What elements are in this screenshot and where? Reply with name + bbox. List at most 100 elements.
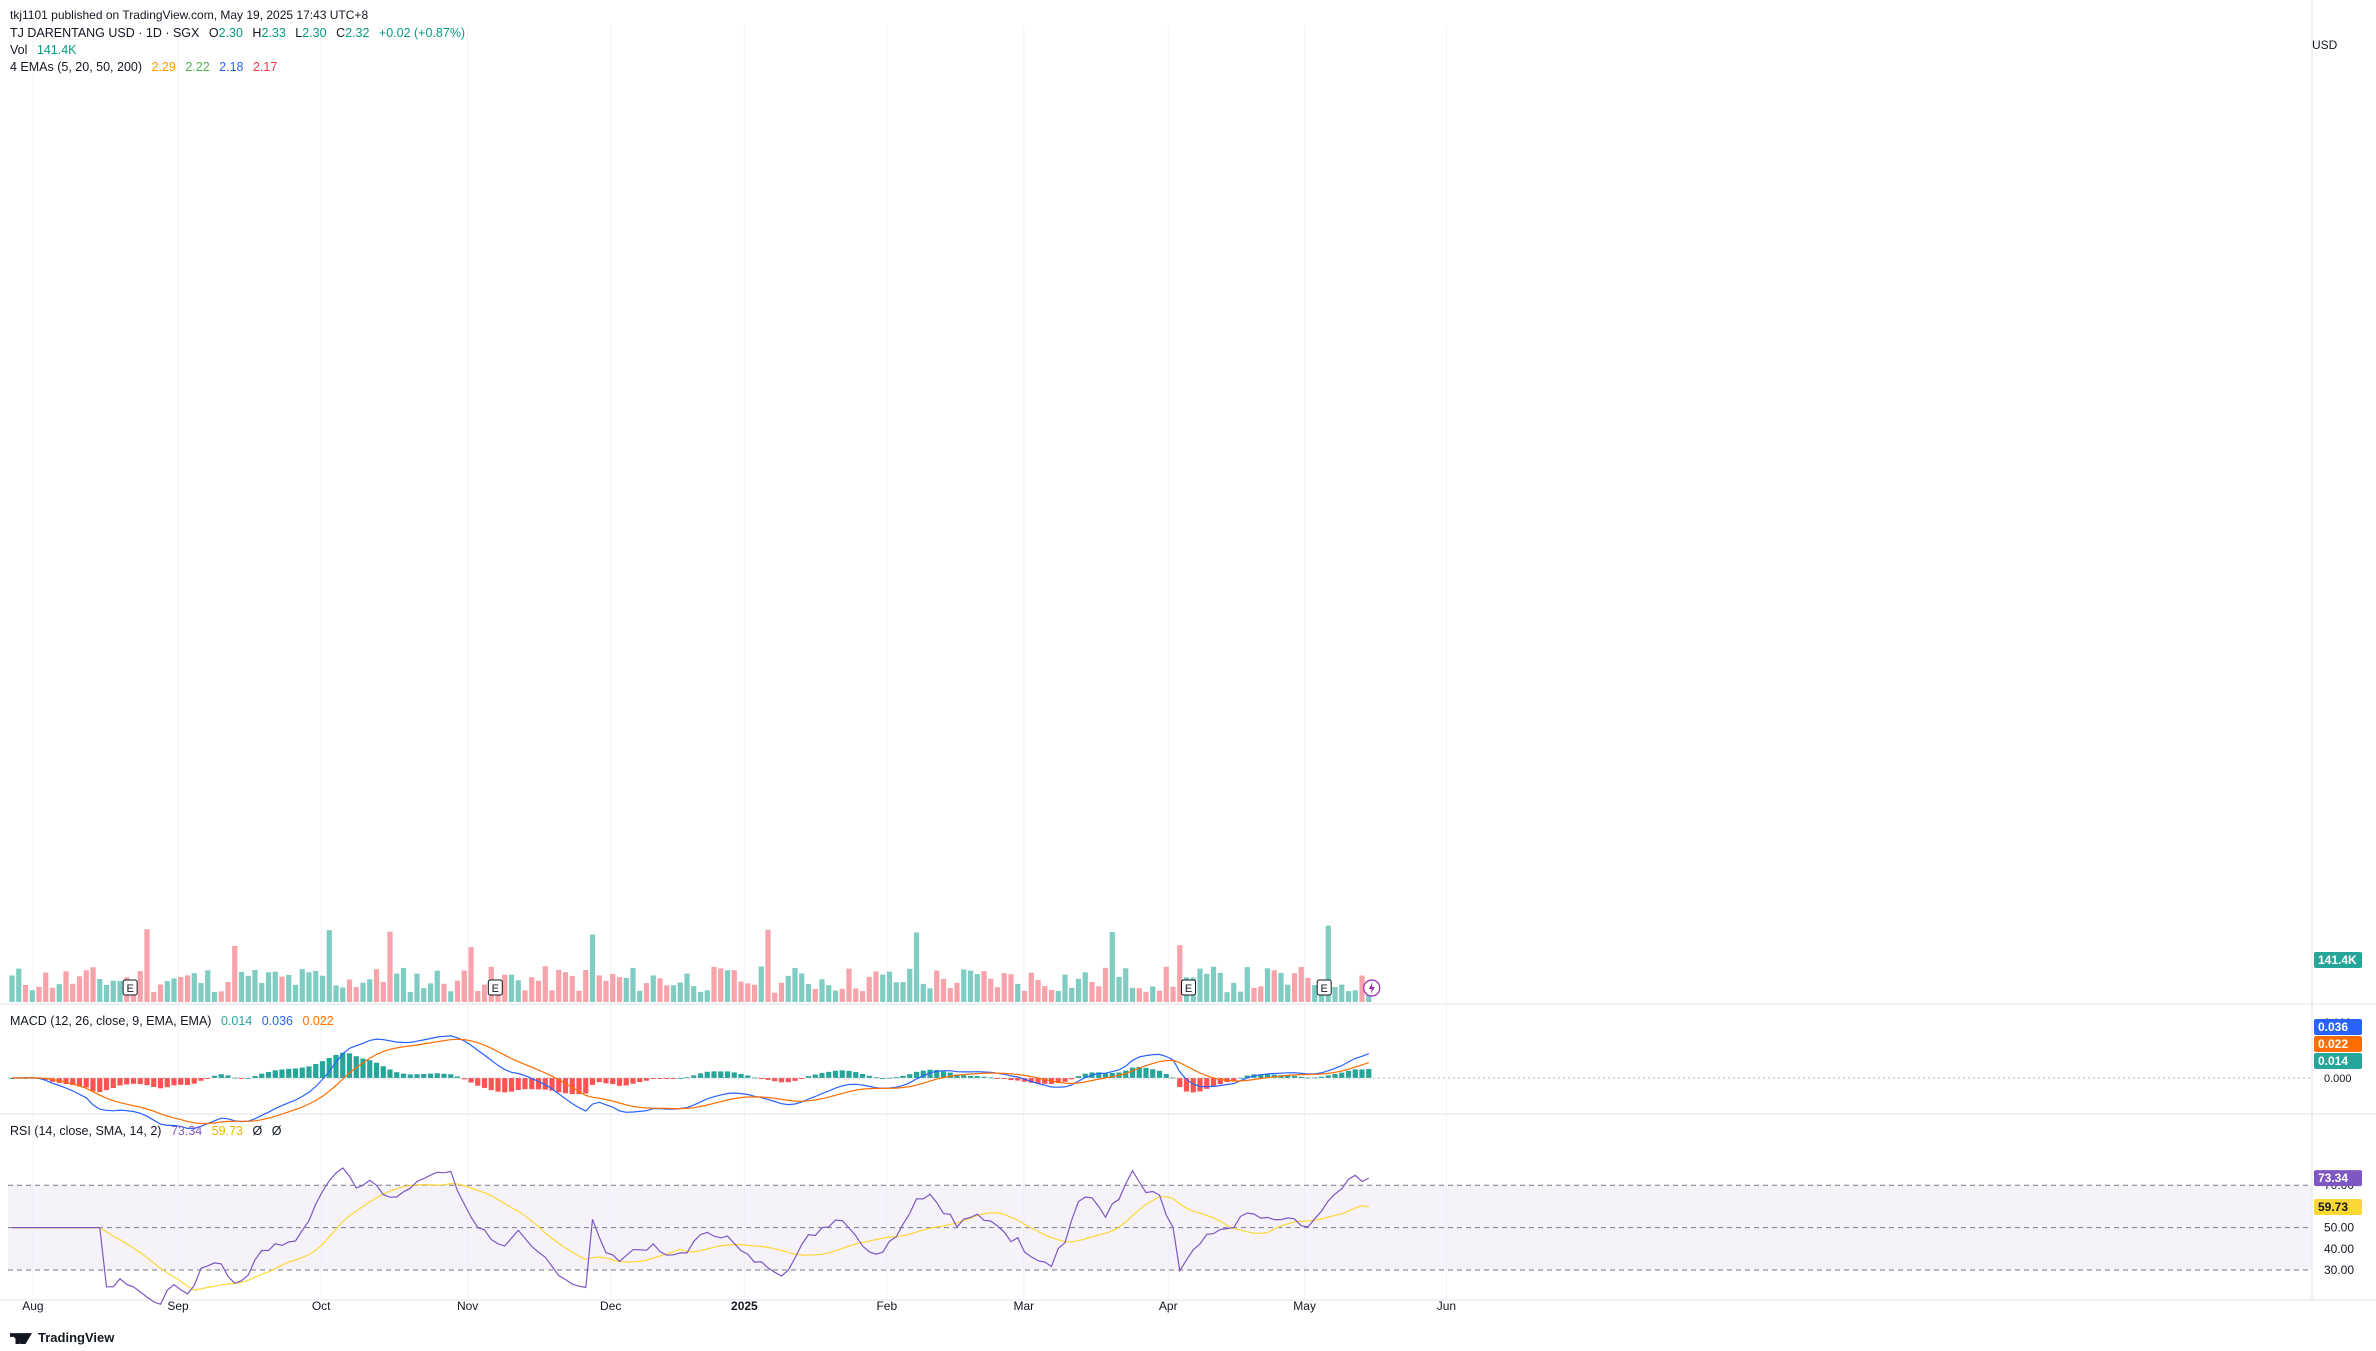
- rsi-tag-bg: [2314, 1170, 2362, 1187]
- ohlc-open: O2.30: [208, 26, 243, 40]
- macd-histogram-bar: [211, 1075, 218, 1078]
- volume-bar: [117, 980, 123, 1002]
- volume-bar: [468, 947, 474, 1002]
- volume-bar: [691, 986, 697, 1002]
- symbol-legend[interactable]: TJ DARENTANG USD · 1D · SGX O2.30 H2.33 …: [10, 26, 471, 40]
- macd-histogram-bar: [616, 1078, 623, 1086]
- ohlc-close: C2.32: [336, 26, 370, 40]
- volume-bar: [481, 984, 488, 1002]
- volume-bar: [900, 982, 906, 1002]
- macd-histogram-bar: [549, 1078, 555, 1091]
- volume-bar: [650, 975, 656, 1002]
- volume-bar: [1177, 945, 1183, 1002]
- volume-bar: [589, 934, 596, 1002]
- price-change: +0.02 (+0.87%): [378, 26, 466, 40]
- macd-histogram-bar: [373, 1062, 380, 1078]
- time-tick-label: Aug: [22, 1299, 43, 1313]
- macd-histogram-bar: [1339, 1072, 1345, 1078]
- volume-bar: [583, 970, 589, 1002]
- volume-bar: [97, 978, 103, 1002]
- volume-bar: [475, 990, 481, 1002]
- macd-histogram-bar: [1028, 1078, 1034, 1083]
- macd-histogram-bar: [394, 1072, 400, 1078]
- macd-histogram-bar: [1035, 1078, 1041, 1084]
- macd-histogram-bar: [988, 1077, 994, 1079]
- volume-bar: [427, 983, 434, 1002]
- macd-histogram-bar: [765, 1078, 771, 1080]
- volume-bar: [1332, 986, 1338, 1002]
- earnings-marker-label: E: [1185, 983, 1192, 995]
- volume-bar: [623, 977, 629, 1002]
- macd-histogram-bar: [380, 1066, 386, 1078]
- volume-bar: [400, 967, 407, 1002]
- volume-bar: [630, 967, 636, 1002]
- volume-bar: [873, 971, 879, 1002]
- ema-legend[interactable]: 4 EMAs (5, 20, 50, 200) 2.29 2.22 2.18 2…: [10, 60, 278, 74]
- rsi-tag: 73.34: [2318, 1171, 2348, 1185]
- macd-histogram-bar: [1258, 1074, 1264, 1078]
- macd-histogram-bar: [819, 1072, 825, 1078]
- macd-histogram-bar: [1177, 1078, 1183, 1088]
- volume-bar: [853, 988, 859, 1002]
- volume-bar: [333, 985, 339, 1002]
- volume-bar: [1271, 970, 1277, 1002]
- macd-histogram-bar: [785, 1078, 791, 1083]
- volume-bar: [637, 990, 643, 1002]
- lightning-icon-bolt: [1368, 982, 1375, 994]
- macd-histogram-bar: [1332, 1073, 1338, 1078]
- macd-histogram-bar: [522, 1078, 528, 1090]
- volume-bar: [610, 973, 616, 1002]
- volume-bar: [1143, 991, 1149, 1002]
- macd-tag-bg: [2314, 1053, 2362, 1069]
- volume-bar: [178, 976, 184, 1002]
- rsi-legend[interactable]: RSI (14, close, SMA, 14, 2) 73.34 59.73 …: [10, 1124, 282, 1138]
- macd-histogram-bar: [1298, 1076, 1304, 1078]
- symbol-name[interactable]: TJ DARENTANG USD · 1D · SGX: [10, 26, 200, 40]
- tradingview-logo[interactable]: TradingView: [10, 1330, 114, 1345]
- volume-bar: [313, 970, 319, 1002]
- earnings-marker: E: [1181, 979, 1197, 996]
- macd-histogram-bar: [893, 1077, 899, 1079]
- currency-label[interactable]: USD: [2312, 38, 2338, 52]
- volume-bar: [907, 968, 913, 1002]
- volume-bar: [522, 990, 528, 1002]
- macd-histogram-bar: [643, 1078, 650, 1081]
- axis-labels: 2.652.602.552.502.452.402.352.302.252.20…: [22, 952, 2362, 1313]
- macd-histogram-bar: [340, 1052, 346, 1078]
- volume-legend[interactable]: Vol 141.4K: [10, 43, 77, 57]
- volume-bar: [880, 974, 886, 1002]
- macd-histogram-bar: [927, 1069, 933, 1078]
- macd-histogram-bar: [117, 1078, 123, 1086]
- macd-histogram-bar: [940, 1071, 947, 1078]
- volume-bar: [454, 980, 461, 1002]
- macd-histogram-bar: [1197, 1078, 1203, 1092]
- macd-histogram-bar: [1163, 1073, 1169, 1078]
- macd-histogram-bar: [920, 1070, 926, 1078]
- macd-histogram-bar: [1156, 1070, 1163, 1078]
- rsi-tick-label: 30.00: [2324, 1263, 2354, 1277]
- macd-tick-label: 0.000: [2324, 1073, 2352, 1085]
- volume-bar: [1352, 990, 1358, 1002]
- volume-bar: [502, 974, 508, 1002]
- macd-histogram-bar: [333, 1054, 339, 1078]
- macd-histogram-bar: [481, 1078, 488, 1088]
- macd-histogram-bar: [502, 1078, 508, 1093]
- macd-histogram-bar: [387, 1069, 393, 1078]
- macd-histogram-bar: [981, 1076, 987, 1078]
- macd-histogram-bar: [1325, 1075, 1331, 1078]
- macd-histogram-bar: [299, 1067, 305, 1078]
- macd-histogram-bar: [535, 1078, 542, 1090]
- volume-bar: [947, 988, 953, 1002]
- macd-signal-line: [12, 1038, 1369, 1125]
- macd-histogram-bar: [272, 1070, 278, 1078]
- macd-histogram-bar: [130, 1078, 137, 1084]
- macd-histogram-bar: [1345, 1070, 1352, 1078]
- volume-bar: [441, 983, 447, 1002]
- macd-legend[interactable]: MACD (12, 26, close, 9, EMA, EMA) 0.014 …: [10, 1014, 334, 1028]
- macd-histogram-bar: [205, 1078, 211, 1079]
- macd-line: [11, 1035, 1370, 1130]
- volume-bar: [731, 970, 737, 1002]
- volume-bar: [758, 966, 764, 1002]
